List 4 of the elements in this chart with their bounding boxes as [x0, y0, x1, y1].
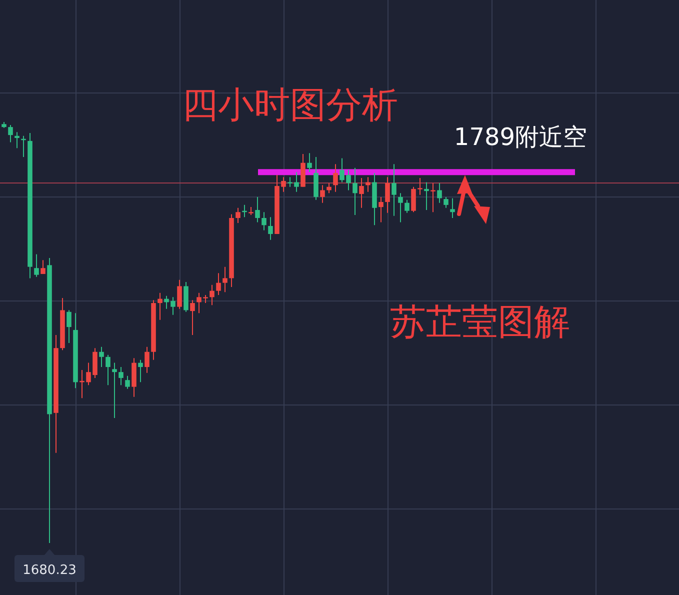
- chart-title: 四小时图分析: [182, 85, 398, 126]
- ref-line-label: 1789附近空: [454, 123, 587, 152]
- annotation: 苏芷莹图解: [390, 302, 570, 343]
- annotation: 1680.23: [22, 563, 76, 578]
